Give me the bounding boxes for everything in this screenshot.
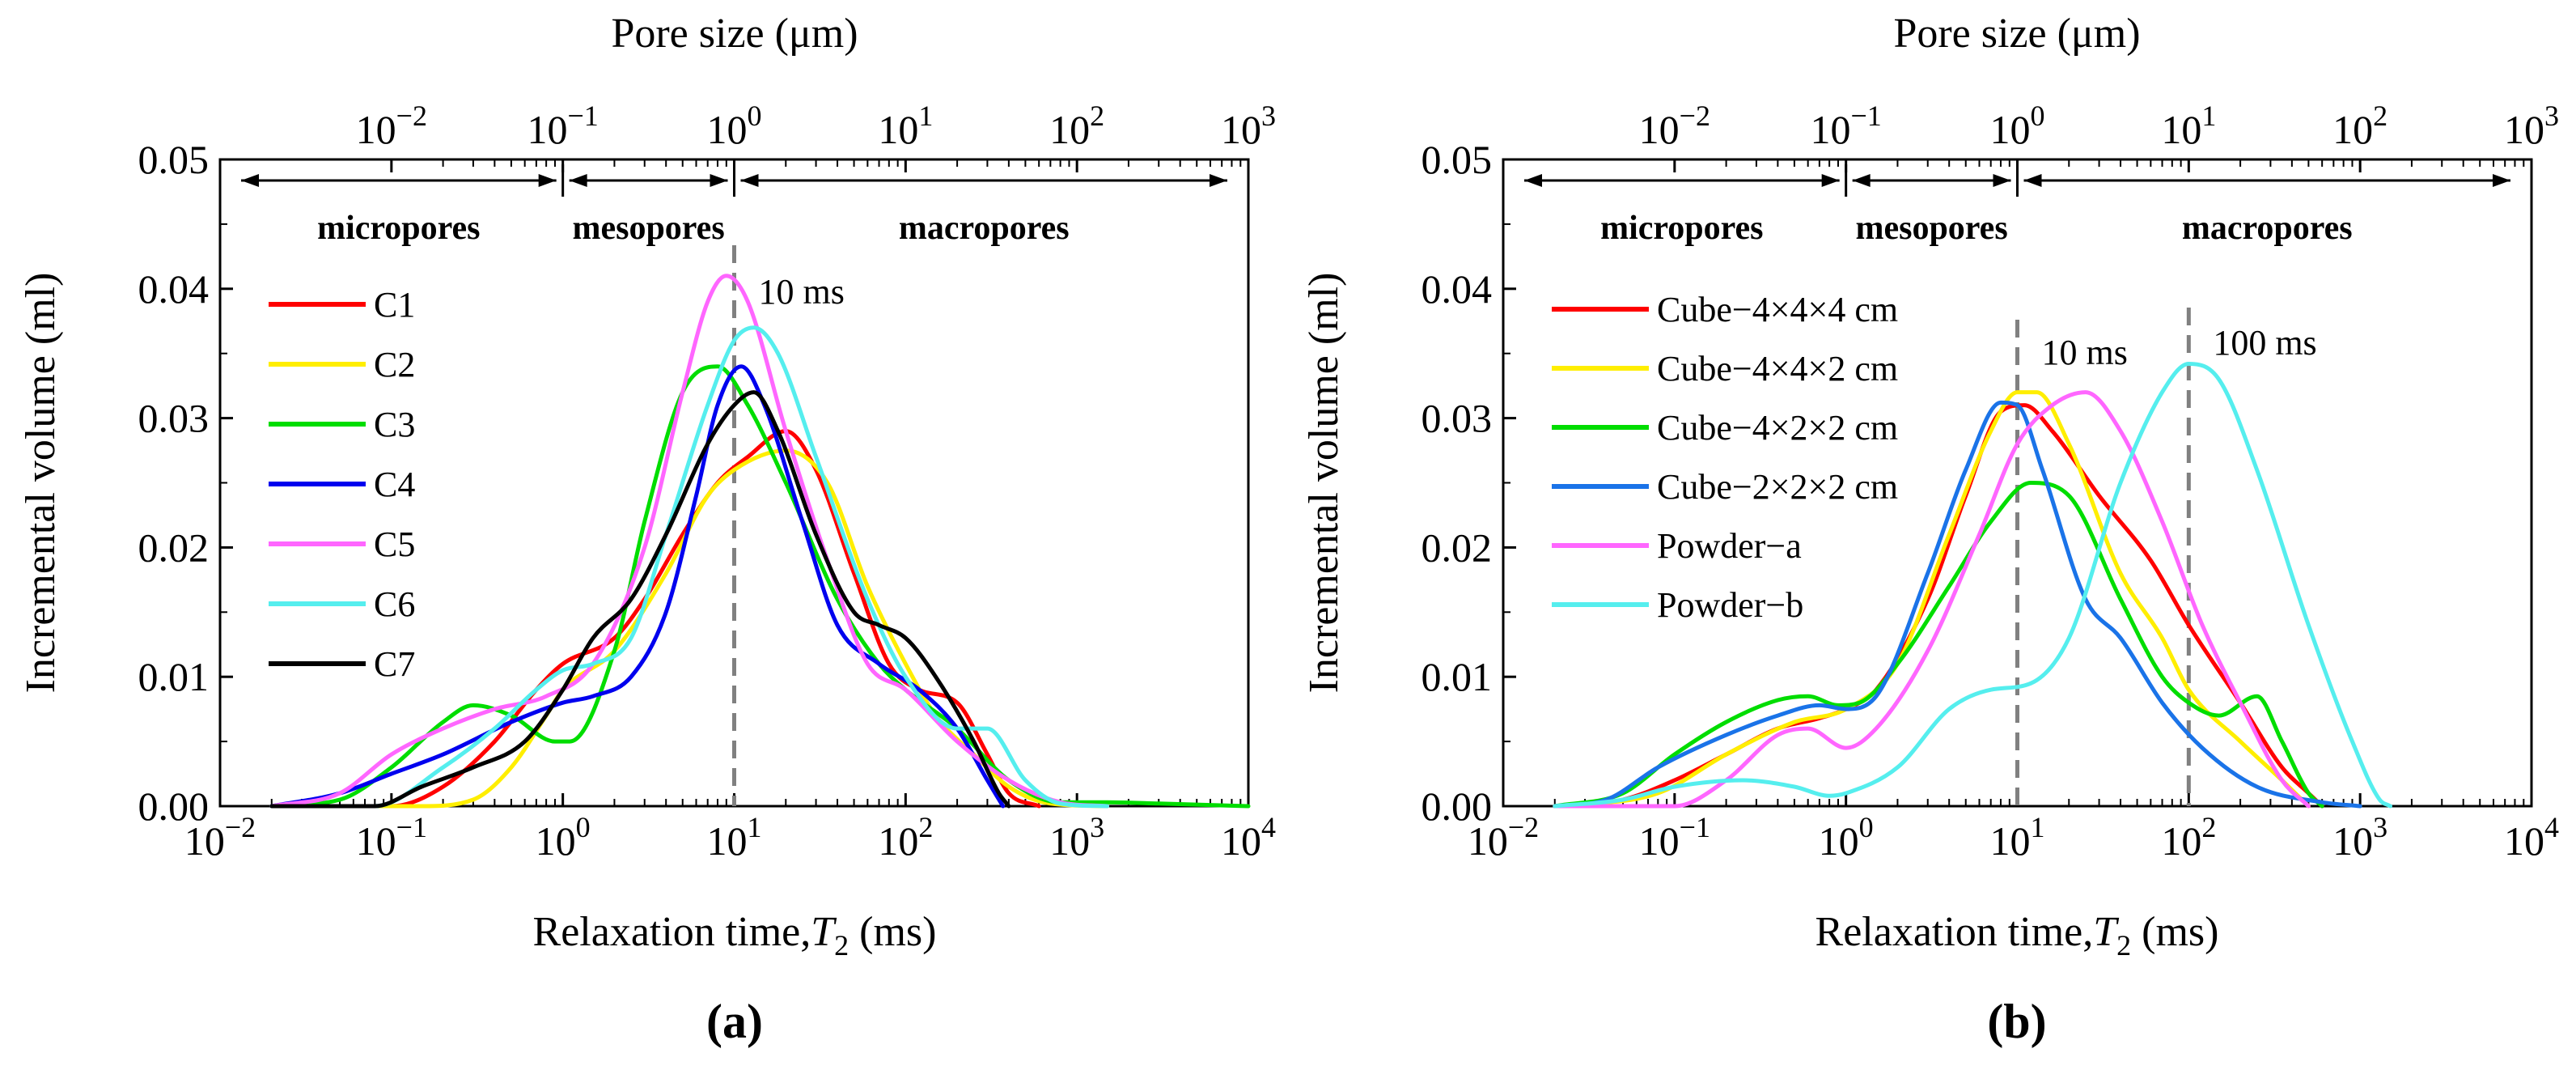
region-label: macropores	[2182, 210, 2353, 247]
legend-label: Cube−4×4×2 cm	[1657, 349, 1898, 389]
legend-label: Powder−a	[1657, 526, 1802, 566]
top-tick-label: 10−1	[527, 100, 599, 152]
x-tick-label: 10−1	[1639, 811, 1710, 864]
x-tick-label: 10−2	[1468, 811, 1539, 864]
x-tick-label: 103	[2332, 811, 2387, 864]
region-arrow-head	[1852, 174, 1871, 187]
y-tick-label: 0.04	[1421, 266, 1493, 312]
region-label: mesopores	[572, 210, 724, 247]
region-arrow-head	[2023, 174, 2042, 187]
reference-line-label: 10 ms	[759, 272, 845, 312]
legend-label: C6	[374, 584, 415, 624]
legend-label: Cube−4×2×2 cm	[1657, 408, 1898, 448]
series-line	[1553, 362, 2392, 809]
y-tick-label: 0.00	[138, 783, 210, 829]
top-tick-label: 102	[1049, 100, 1104, 152]
region-label: micropores	[1600, 210, 1763, 247]
y-tick-label: 0.04	[138, 266, 210, 312]
region-arrow-head	[740, 174, 759, 187]
top-tick-label: 100	[1990, 100, 2045, 152]
series-line	[269, 364, 1006, 809]
series-line	[269, 274, 1109, 809]
y-tick-label: 0.00	[1421, 783, 1493, 829]
panel-label: (a)	[706, 995, 763, 1048]
region-label: macropores	[899, 210, 1070, 247]
y-tick-label: 0.03	[138, 396, 210, 441]
region-arrow-head	[1993, 174, 2011, 187]
legend-label: C2	[374, 345, 415, 384]
legend-label: C7	[374, 644, 415, 684]
x-tick-label: 103	[1049, 811, 1104, 864]
top-tick-label: 102	[2332, 100, 2387, 152]
y-tick-label: 0.02	[138, 524, 210, 570]
y-axis-title: Incremental volume (ml)	[18, 273, 64, 694]
x-tick-label: 101	[1990, 811, 2045, 864]
legend-label: C4	[374, 465, 415, 504]
legend-label: C3	[374, 405, 415, 444]
x-tick-label: 101	[707, 811, 762, 864]
x-tick-label: 102	[878, 811, 933, 864]
series-line	[1553, 481, 2324, 809]
y-tick-label: 0.05	[1421, 137, 1493, 182]
legend-label: Powder−b	[1657, 585, 1803, 625]
panel-label: (b)	[1987, 995, 2046, 1048]
series-line	[269, 325, 1109, 809]
region-label: micropores	[317, 210, 480, 247]
y-tick-label: 0.01	[138, 654, 210, 699]
series-line	[1553, 390, 2311, 809]
panel-a: 10−2 10−1 100 101 102 103 104 0.00 0.01 0.02 0.03 0…	[18, 11, 1276, 1048]
series-line	[1553, 390, 2311, 809]
x-tick-label: 10−2	[184, 811, 256, 864]
region-arrow-head	[241, 174, 259, 187]
top-tick-label: 10−2	[1639, 100, 1710, 152]
region-arrow-head	[1821, 174, 1840, 187]
region-arrow-head	[569, 174, 587, 187]
region-arrow-head	[2493, 174, 2510, 187]
top-tick-label: 101	[878, 100, 933, 152]
y-tick-label: 0.01	[1421, 654, 1493, 699]
region-arrow-head	[1524, 174, 1542, 187]
top-tick-label: 10−2	[356, 100, 427, 152]
y-axis-title: Incremental volume (ml)	[1301, 273, 1347, 694]
panel-b: 10−2 10−1 100 101 102 103 104 0.00 0.01 0.02 0.03 0…	[1301, 11, 2559, 1048]
x-tick-label: 10−1	[356, 811, 427, 864]
y-tick-label: 0.05	[138, 137, 210, 182]
reference-line-label: 100 ms	[2213, 323, 2316, 363]
x-tick-label: 100	[1819, 811, 1874, 864]
x-tick-label: 104	[1221, 811, 1276, 864]
series-line	[269, 390, 1011, 809]
top-tick-label: 101	[2161, 100, 2216, 152]
legend-label: C5	[374, 524, 415, 564]
y-tick-label: 0.02	[1421, 524, 1493, 570]
y-tick-label: 0.03	[1421, 396, 1493, 441]
x-axis-title: Relaxation time,T2 (ms)	[533, 909, 937, 962]
reference-line-label: 10 ms	[2042, 333, 2128, 372]
region-arrow-head	[538, 174, 557, 187]
region-arrow-head	[710, 174, 728, 187]
top-tick-label: 103	[1221, 100, 1276, 152]
top-axis-title: Pore size (μm)	[1893, 11, 2140, 57]
x-axis-title: Relaxation time,T2 (ms)	[1815, 909, 2219, 962]
top-tick-label: 103	[2504, 100, 2559, 152]
series-line	[1553, 400, 2362, 809]
region-arrow-head	[1210, 174, 1227, 187]
top-axis-title: Pore size (μm)	[611, 11, 858, 57]
x-tick-label: 102	[2161, 811, 2216, 864]
legend-label: C1	[374, 285, 415, 325]
legend-label: Cube−4×4×4 cm	[1657, 290, 1898, 329]
legend-label: Cube−2×2×2 cm	[1657, 467, 1898, 507]
region-label: mesopores	[1855, 210, 2007, 247]
x-tick-label: 100	[536, 811, 591, 864]
top-tick-label: 100	[707, 100, 762, 152]
x-tick-label: 104	[2504, 811, 2559, 864]
top-tick-label: 10−1	[1811, 100, 1882, 152]
